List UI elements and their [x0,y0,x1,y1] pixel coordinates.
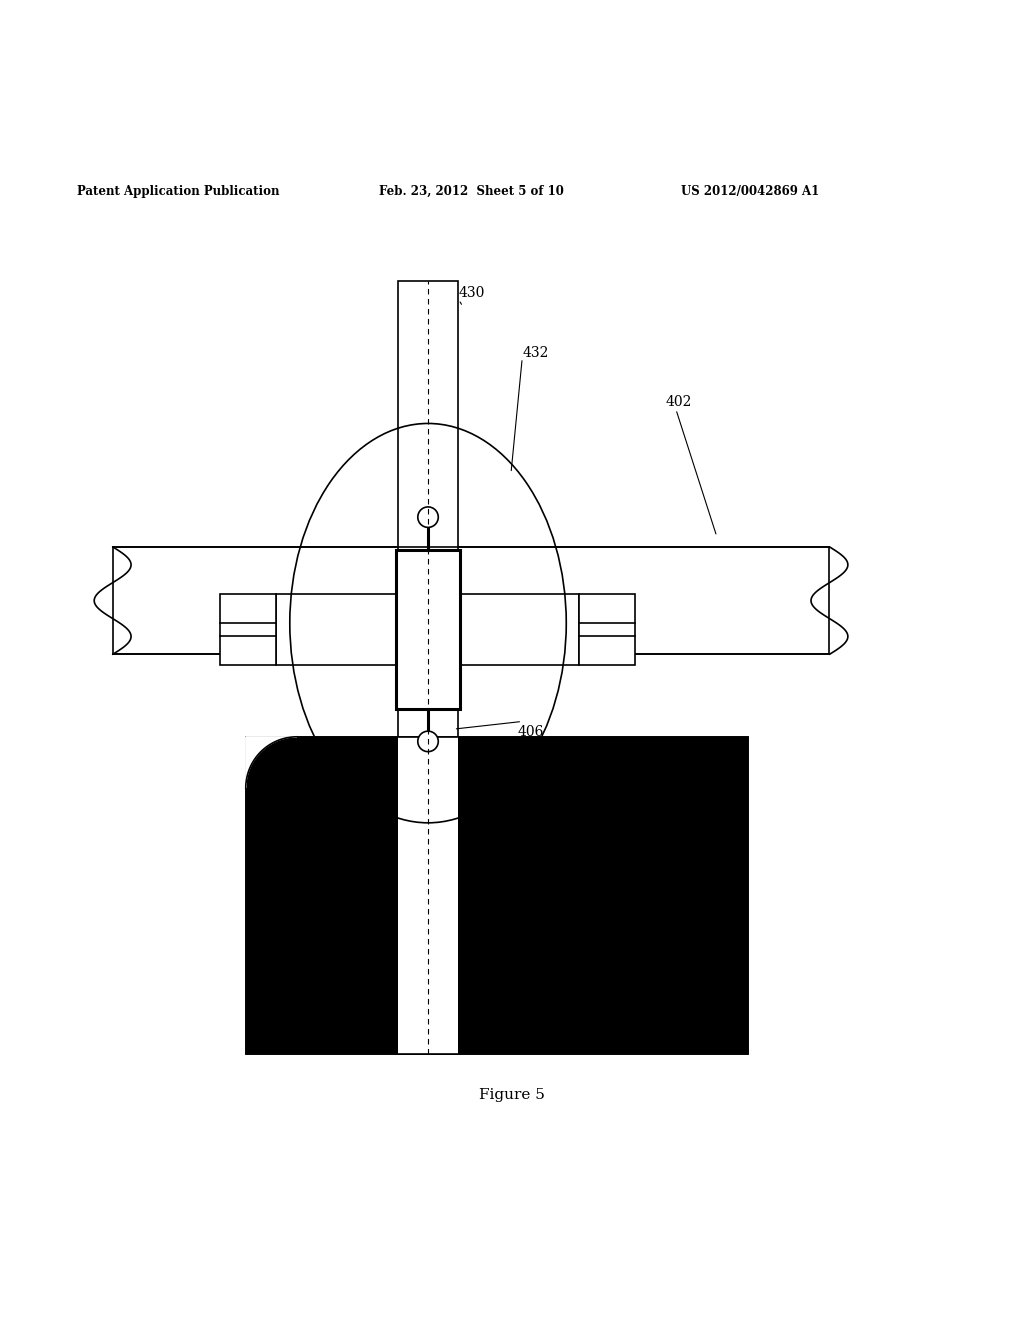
Text: 406: 406 [517,725,544,738]
Text: Figure 5: Figure 5 [479,1088,545,1102]
Text: 432: 432 [522,346,549,360]
Text: 402: 402 [666,395,692,409]
Bar [276,594,396,664]
Circle shape [418,507,438,528]
Text: US 2012/0042869 A1: US 2012/0042869 A1 [681,185,819,198]
Text: Feb. 23, 2012  Sheet 5 of 10: Feb. 23, 2012 Sheet 5 of 10 [379,185,564,198]
Bar [220,594,276,664]
Circle shape [418,731,438,751]
Text: Patent Application Publication: Patent Application Publication [77,185,280,198]
Bar [113,546,829,655]
Bar [460,594,579,664]
Bar [246,737,748,1055]
Bar [835,541,1024,660]
Bar [398,737,458,1055]
Bar [398,281,458,1055]
Polygon shape [246,737,297,788]
Text: 430: 430 [459,285,485,300]
Bar [0,541,111,660]
Bar [246,737,748,1055]
Bar [396,550,460,709]
Bar [579,594,635,664]
